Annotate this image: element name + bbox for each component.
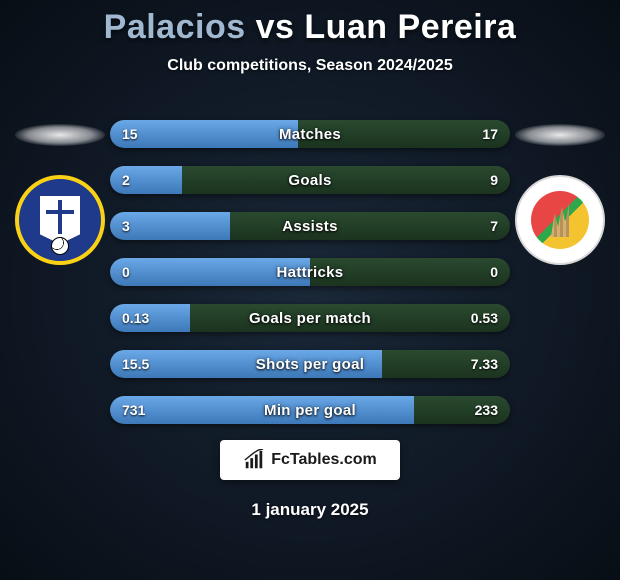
player1-shadow bbox=[15, 124, 105, 146]
stat-value-left: 2 bbox=[110, 166, 142, 194]
player2-name: Luan Pereira bbox=[304, 8, 516, 46]
stat-value-right: 233 bbox=[463, 396, 510, 424]
stat-row: Shots per goal15.5 7.33 bbox=[110, 350, 510, 378]
stat-value-right: 7.33 bbox=[459, 350, 510, 378]
stat-value-right: 17 bbox=[470, 120, 510, 148]
stat-row: Min per goal731 233 bbox=[110, 396, 510, 424]
brand-text: FcTables.com bbox=[271, 451, 377, 469]
brand-badge: FcTables.com bbox=[220, 440, 400, 480]
vs-text: vs bbox=[256, 8, 295, 46]
stat-row: Goals2 9 bbox=[110, 166, 510, 194]
stat-row: Goals per match0.13 0.53 bbox=[110, 304, 510, 332]
stat-value-left: 0 bbox=[110, 258, 142, 286]
subtitle: Club competitions, Season 2024/2025 bbox=[0, 57, 620, 75]
stat-value-right: 7 bbox=[478, 212, 510, 240]
stat-label: Assists bbox=[110, 212, 510, 240]
stat-value-left: 15.5 bbox=[110, 350, 161, 378]
player1-name: Palacios bbox=[104, 8, 246, 46]
soccer-ball-icon bbox=[51, 237, 69, 255]
stat-label: Shots per goal bbox=[110, 350, 510, 378]
stat-row: Assists3 7 bbox=[110, 212, 510, 240]
stat-label: Matches bbox=[110, 120, 510, 148]
stat-value-right: 0.53 bbox=[459, 304, 510, 332]
stat-bars: Matches15 17 Goals2 9 Assists3 7 Hattricks0 0 Go… bbox=[110, 120, 510, 442]
chart-icon bbox=[243, 449, 265, 471]
player1-crest bbox=[15, 175, 105, 265]
date-text: 1 january 2025 bbox=[0, 500, 620, 520]
stat-value-right: 0 bbox=[478, 258, 510, 286]
page-title: Palacios vs Luan Pereira bbox=[0, 0, 620, 47]
stat-value-right: 9 bbox=[478, 166, 510, 194]
stat-row: Hattricks0 0 bbox=[110, 258, 510, 286]
stat-label: Goals per match bbox=[110, 304, 510, 332]
player2-crest bbox=[515, 175, 605, 265]
stat-row: Matches15 17 bbox=[110, 120, 510, 148]
stat-value-left: 0.13 bbox=[110, 304, 161, 332]
stat-label: Min per goal bbox=[110, 396, 510, 424]
stat-label: Hattricks bbox=[110, 258, 510, 286]
stat-value-left: 15 bbox=[110, 120, 150, 148]
player2-shadow bbox=[515, 124, 605, 146]
stat-value-left: 731 bbox=[110, 396, 157, 424]
player2-crest-inner bbox=[531, 191, 589, 249]
stat-value-left: 3 bbox=[110, 212, 142, 240]
stat-label: Goals bbox=[110, 166, 510, 194]
